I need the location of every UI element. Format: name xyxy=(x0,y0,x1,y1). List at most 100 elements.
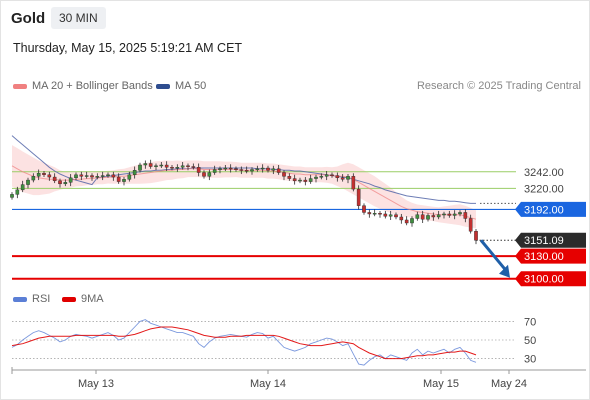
candle-up xyxy=(68,177,73,183)
candle-up xyxy=(346,176,350,180)
legend-9ma-label: 9MA xyxy=(81,293,104,305)
candle-down xyxy=(191,166,196,168)
moving-averages-layer xyxy=(11,135,477,220)
candle-down xyxy=(239,169,244,171)
legend-ma-bb-label: MA 20 + Bollinger Bands xyxy=(32,80,153,92)
time-axis-tick-label: May 13 xyxy=(78,378,114,390)
candle-up xyxy=(410,218,414,224)
candle-down xyxy=(303,179,308,182)
candle-down xyxy=(42,173,46,175)
candle-up xyxy=(436,214,441,218)
ma20-line xyxy=(11,165,477,220)
candle-up xyxy=(138,164,142,171)
legend-rsi-swatch xyxy=(13,296,27,302)
candle-down xyxy=(404,219,409,224)
candle-down xyxy=(340,177,345,180)
candle-up xyxy=(127,174,132,180)
candle-down xyxy=(58,180,62,185)
candle-down xyxy=(186,165,190,167)
candle-down xyxy=(164,164,169,168)
candle-up xyxy=(426,215,430,220)
candle-down xyxy=(234,168,238,170)
candle-down xyxy=(90,175,94,178)
candle-down xyxy=(447,213,452,216)
rsi-series-rsi xyxy=(11,319,477,366)
candle-up xyxy=(271,168,276,171)
legend-ma50-swatch xyxy=(156,83,170,89)
candle-up xyxy=(100,175,105,177)
candle-up xyxy=(260,167,265,170)
candle-down xyxy=(244,170,249,172)
candle-down xyxy=(431,215,436,218)
price-tag-support xyxy=(515,271,586,287)
candle-down xyxy=(287,176,292,179)
candle-up xyxy=(20,184,25,191)
candle-up xyxy=(298,179,302,182)
candle-up xyxy=(26,179,30,185)
candle-down xyxy=(202,172,206,177)
candle-up xyxy=(250,169,254,172)
candles-layer xyxy=(10,159,478,245)
candle-down xyxy=(111,174,116,178)
price-label-pivot: 3192.00 xyxy=(524,204,564,216)
chart-header: Gold 30 MIN xyxy=(0,0,588,36)
time-axis-tick-label: May 15 xyxy=(423,378,459,390)
candle-down xyxy=(399,216,404,221)
bollinger-band xyxy=(12,145,476,229)
ma50-line xyxy=(11,135,476,204)
candle-up xyxy=(74,174,78,179)
candle-up xyxy=(122,179,126,182)
candle-up xyxy=(106,174,110,177)
price-label-resistance: 3242.00 xyxy=(524,167,564,179)
candle-up xyxy=(10,194,14,198)
candle-down xyxy=(47,174,52,178)
candle-down xyxy=(276,168,281,173)
candle-up xyxy=(442,213,446,216)
candle-down xyxy=(266,167,270,171)
forecast-arrow-layer xyxy=(479,239,510,278)
rsi-tick-label: 70 xyxy=(524,316,536,328)
candle-down xyxy=(351,176,356,190)
legend-ma50-label: MA 50 xyxy=(175,80,207,92)
candle-down xyxy=(367,212,372,215)
candle-up xyxy=(324,174,329,177)
candle-up xyxy=(415,214,420,219)
candle-up xyxy=(31,176,36,181)
price-label-support: 3130.00 xyxy=(524,251,564,263)
candle-down xyxy=(170,167,174,169)
candle-down xyxy=(362,205,366,213)
price-levels-layer xyxy=(12,171,516,280)
interval-badge[interactable]: 30 MIN xyxy=(51,7,106,29)
time-axis-tick-label: May 14 xyxy=(250,378,286,390)
legend-9ma: 9MA xyxy=(62,293,104,305)
rsi-tick-label: 30 xyxy=(524,354,536,366)
rsi-panel: 70 50 30 xyxy=(11,316,536,366)
candle-down xyxy=(116,176,121,182)
candle-down xyxy=(228,167,233,170)
candle-up xyxy=(314,176,318,179)
candle-down xyxy=(474,231,478,241)
candle-up xyxy=(143,163,148,166)
candle-down xyxy=(196,167,201,173)
candle-down xyxy=(335,175,340,179)
legend-rsi-label: RSI xyxy=(32,293,51,305)
legend-9ma-swatch xyxy=(62,296,76,302)
instrument-title: Gold xyxy=(11,10,46,27)
candle-up xyxy=(372,212,377,215)
price-label-support: 3100.00 xyxy=(524,274,564,286)
forecast-arrow-shaft xyxy=(479,239,509,273)
time-axis[interactable]: May 13 May 14 May 15 May 24 xyxy=(11,367,586,390)
candle-up xyxy=(180,165,185,168)
candle-down xyxy=(330,174,334,177)
price-tag-support xyxy=(515,248,586,264)
candle-up xyxy=(458,212,462,215)
candle-down xyxy=(420,214,425,220)
candle-up xyxy=(223,167,228,170)
legend-ma-bb-swatch xyxy=(13,83,27,89)
legend-rsi: RSI xyxy=(13,293,50,305)
price-tag-pivot xyxy=(515,201,586,217)
candle-down xyxy=(394,214,398,218)
candle-up xyxy=(15,189,20,195)
candle-up xyxy=(218,168,222,170)
rsi-tick-label: 50 xyxy=(524,335,536,347)
